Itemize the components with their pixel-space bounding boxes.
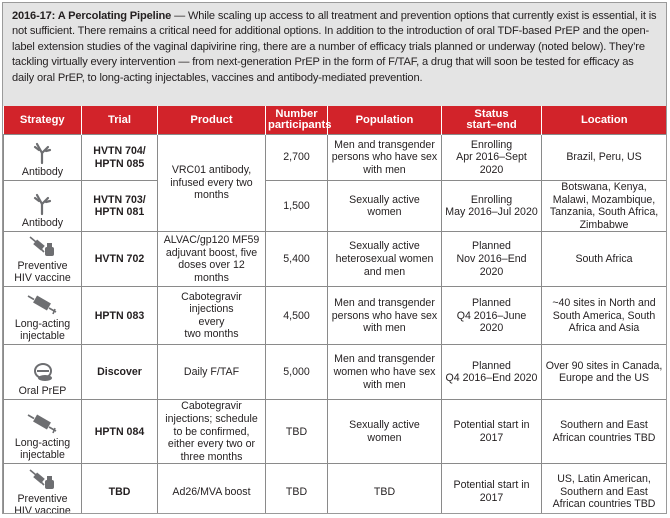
- population-cell: Sexually active heterosexual women and m…: [327, 231, 442, 288]
- strategy-cell: Long-acting injectable: [3, 399, 82, 465]
- population-cell: TBD: [327, 463, 442, 513]
- product-cell: Ad26/MVA boost: [157, 463, 266, 513]
- status-cell: Planned Q4 2016–End 2020: [441, 344, 542, 401]
- trial-cell: TBD: [81, 463, 158, 513]
- table-row: Antibody HVTN 704/HPTN 085 VRC01 antibod…: [3, 133, 666, 233]
- header-location: Location: [541, 106, 666, 135]
- location-cell: US, Latin American, Southern and East Af…: [541, 463, 666, 513]
- product-cell: Cabotegravir injections; schedule to be …: [157, 399, 266, 465]
- injectable-syringe-icon: [7, 293, 78, 317]
- strategy-cell: Preventive HIV vaccine: [3, 231, 82, 288]
- location-cell: Botswana, Kenya, Malawi, Mozambique, Tan…: [541, 179, 666, 233]
- table-row: Antibody HVTN 703/HPTN 081 1,500 Sexuall…: [3, 179, 666, 233]
- strategy-cell: Preventive HIV vaccine: [3, 463, 82, 513]
- strategy-cell: Long-acting injectable: [3, 286, 82, 346]
- product-cell: Daily F/TAF: [157, 344, 266, 401]
- table-row: Preventive HIV vaccine HVTN 702 ALVAC/gp1…: [3, 231, 666, 288]
- participants-cell: 2,700: [265, 134, 328, 181]
- population-cell: Men and transgender persons who have sex…: [327, 134, 442, 181]
- location-cell: Brazil, Peru, US: [541, 134, 666, 181]
- participants-cell: 5,000: [265, 344, 328, 401]
- location-cell: ~40 sites in North and South America, So…: [541, 286, 666, 346]
- product-cell: Cabotegravir injections every two months: [157, 286, 266, 346]
- population-cell: Sexually active women: [327, 179, 442, 233]
- strategy-cell: Antibody: [3, 179, 82, 233]
- intro-body: — While scaling up access to all treatme…: [12, 10, 657, 84]
- trial-cell: HVTN 702: [81, 231, 158, 288]
- status-cell: Planned Nov 2016–End 2020: [441, 231, 542, 288]
- product-cell: VRC01 antibody, infused every two months: [157, 133, 266, 233]
- product-cell: ALVAC/gp120 MF59 adjuvant boost, five do…: [157, 231, 266, 288]
- status-cell: Enrolling May 2016–Jul 2020: [441, 179, 542, 233]
- trial-cell: Discover: [81, 344, 158, 401]
- header-participants: Number participants: [265, 106, 331, 135]
- table-header-row: Strategy Trial Product Number participant…: [3, 106, 666, 135]
- antibody-icon: [7, 192, 78, 216]
- trial-cell: HVTN 704/HPTN 085: [81, 134, 158, 181]
- strategy-cell: Antibody: [3, 134, 82, 181]
- population-cell: Sexually active women: [327, 399, 442, 465]
- pill-icon: [7, 360, 78, 384]
- participants-cell: 1,500: [265, 179, 328, 233]
- trials-table: Strategy Trial Product Number participant…: [3, 106, 666, 513]
- status-cell: Enrolling Apr 2016–Sept 2020: [441, 134, 542, 181]
- intro-heading: 2016-17: A Percolating Pipeline: [12, 10, 172, 22]
- location-cell: Southern and East African countries TBD: [541, 399, 666, 465]
- injectable-syringe-icon: [7, 412, 78, 436]
- status-cell: Potential start in 2017: [441, 463, 542, 513]
- antibody-icon: [7, 141, 78, 165]
- status-cell: Potential start in 2017: [441, 399, 542, 465]
- header-population: Population: [327, 106, 442, 135]
- participants-cell: 4,500: [265, 286, 328, 346]
- table-row: Oral PrEP Discover Daily F/TAF 5,000 Men…: [3, 344, 666, 401]
- participants-cell: TBD: [265, 399, 328, 465]
- trial-cell: HVTN 703/HPTN 081: [81, 179, 158, 233]
- header-strategy: Strategy: [3, 106, 82, 135]
- population-cell: Men and transgender persons who have sex…: [327, 286, 442, 346]
- header-trial: Trial: [81, 106, 158, 135]
- location-cell: Over 90 sites in Canada, Europe and the …: [541, 344, 666, 401]
- header-status: Status start–end: [441, 106, 542, 135]
- participants-cell: 5,400: [265, 231, 328, 288]
- intro-box: 2016-17: A Percolating Pipeline — While …: [3, 3, 666, 106]
- strategy-cell: Oral PrEP: [3, 344, 82, 401]
- population-cell: Men and transgender women who have sex w…: [327, 344, 442, 401]
- header-product: Product: [157, 106, 266, 135]
- trial-cell: HPTN 083: [81, 286, 158, 346]
- status-cell: Planned Q4 2016–June 2020: [441, 286, 542, 346]
- table-row: Preventive HIV vaccine TBD Ad26/MVA boost…: [3, 463, 666, 513]
- vaccine-syringe-icon: [7, 468, 78, 492]
- table-row: Long-acting injectable HPTN 083 Cabotegra…: [3, 286, 666, 346]
- trial-cell: HPTN 084: [81, 399, 158, 465]
- participants-cell: TBD: [265, 463, 328, 513]
- location-cell: South Africa: [541, 231, 666, 288]
- vaccine-syringe-icon: [7, 235, 78, 259]
- table-row: Long-acting injectable HPTN 084 Cabotegra…: [3, 399, 666, 465]
